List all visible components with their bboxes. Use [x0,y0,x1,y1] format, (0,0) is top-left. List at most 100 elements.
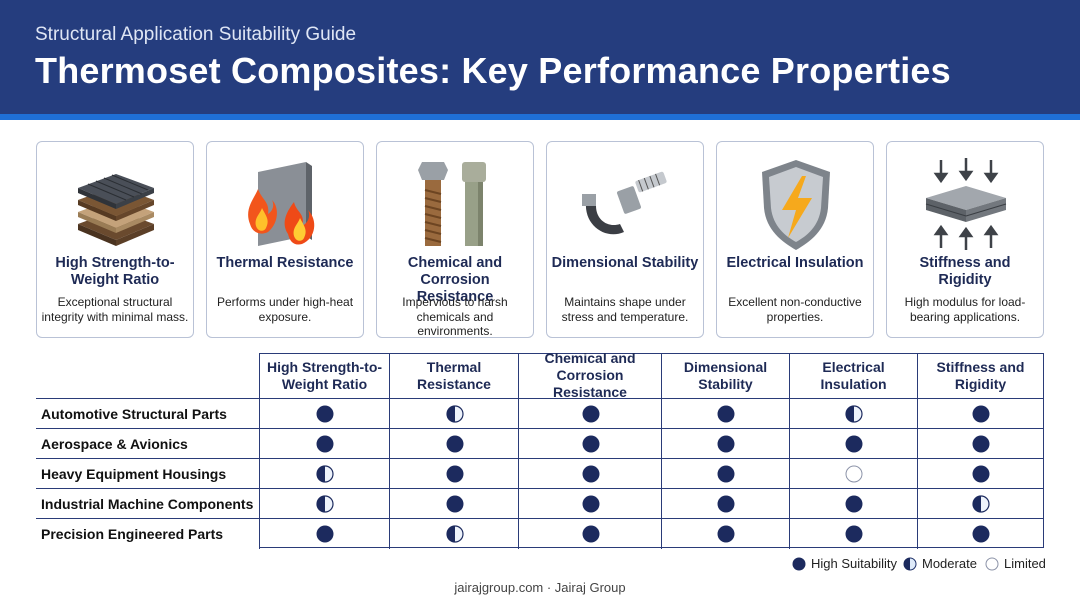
property-card-electrical: Electrical Insulation Excellent non-cond… [716,141,874,338]
suitability-matrix: High Strength-to-Weight Ratio Thermal Re… [36,350,1044,549]
rating-high-icon [582,525,599,543]
rating-high-icon [972,465,990,483]
page-subtitle: Structural Application Suitability Guide [35,24,357,45]
bolts-icon [418,162,486,246]
rating-cell [789,399,917,429]
legend-item-moderate: Moderate [903,556,977,571]
matrix-right-border [1043,353,1044,548]
rating-high-icon [446,465,463,483]
rating-cell [259,489,389,519]
rating-high-icon [717,435,735,453]
rating-moderate-icon [845,405,863,423]
matrix-row: Automotive Structural Parts [36,398,1044,429]
rating-cell [661,429,789,459]
column-header: High Strength-to-Weight Ratio [259,353,389,398]
rating-limited-icon [845,465,863,483]
high-suitability-dot-icon [792,557,806,570]
property-card-stiffness: Stiffness and Rigidity High modulus for … [886,141,1044,338]
rating-high-icon [717,405,735,423]
column-header: Dimensional Stability [661,353,789,398]
rating-cell [661,519,789,549]
rating-cell [789,429,917,459]
rating-high-icon [582,405,599,423]
rating-high-icon [845,525,863,543]
matrix-row: Heavy Equipment Housings [36,458,1044,489]
rating-cell [389,459,518,489]
compressed-plate-icon [925,158,1007,250]
rating-cell [661,459,789,489]
micrometer-icon [582,171,667,235]
property-card-chemical: Chemical and Corrosion Resistance Imperv… [376,141,534,338]
card-title: High Strength-to-Weight Ratio [55,255,175,288]
rating-high-icon [446,435,463,453]
matrix-row: Precision Engineered Parts [36,518,1044,549]
rating-high-icon [972,435,990,453]
rating-cell [518,459,661,489]
rating-high-icon [446,495,463,513]
row-label: Precision Engineered Parts [41,526,224,542]
limited-empty-dot-icon [985,557,999,570]
rating-moderate-icon [316,495,334,513]
rating-cell [789,489,917,519]
rating-cell [259,459,389,489]
rating-high-icon [717,525,735,543]
matrix-row: Industrial Machine Components [36,488,1044,519]
rating-cell [259,519,389,549]
rating-high-icon [845,435,863,453]
header-accent-stripe [0,114,1080,120]
rating-cell [518,399,661,429]
rating-high-icon [316,405,334,423]
footer-credit: jairajgroup.com · Jairaj Group [454,580,626,595]
rating-high-icon [316,525,334,543]
matrix-row: Aerospace & Avionics [36,428,1044,459]
rating-cell [917,459,1043,489]
rating-high-icon [717,465,735,483]
card-description: Maintains shape under stress and tempera… [561,295,689,324]
card-description: Excellent non-conductive properties. [728,295,862,324]
column-header: Chemical and Corrosion Resistance [518,350,661,400]
property-card-thermal: Thermal Resistance Performs under high-h… [206,141,364,338]
card-title: Stiffness and Rigidity [919,255,1011,288]
page-title: Thermoset Composites: Key Performance Pr… [35,50,951,91]
rating-high-icon [582,435,599,453]
property-card-strength: High Strength-to-Weight Ratio Exceptiona… [36,141,194,338]
rating-cell [917,489,1043,519]
row-label: Industrial Machine Components [41,496,254,512]
column-header: Thermal Resistance [389,353,518,398]
rating-cell [518,489,661,519]
rating-cell [259,399,389,429]
rating-moderate-icon [972,495,990,513]
rating-moderate-icon [316,465,334,483]
rating-cell [789,459,917,489]
rating-cell [389,429,518,459]
card-description: High modulus for load-bearing applicatio… [904,295,1026,324]
legend-label: High Suitability [811,556,897,571]
rating-moderate-icon [445,405,464,423]
rating-cell [389,519,518,549]
card-title: Dimensional Stability [551,255,699,271]
column-header: Stiffness and Rigidity [917,353,1043,398]
rating-cell [661,489,789,519]
legend-label: Moderate [922,556,977,571]
rating-moderate-icon [445,525,464,543]
rating-cell [917,429,1043,459]
row-label: Heavy Equipment Housings [41,466,227,482]
legend-item-limited: Limited [985,556,1046,571]
card-title: Electrical Insulation [726,255,864,271]
rating-cell [917,399,1043,429]
legend-label: Limited [1004,556,1046,571]
flame-panel-icon [248,162,315,246]
legend-item-high: High Suitability [792,556,897,571]
matrix-bottom-border [259,547,1044,548]
matrix-top-border [259,353,1044,354]
card-title: Thermal Resistance [216,255,354,271]
rating-high-icon [717,495,735,513]
rating-cell [389,399,518,429]
rating-cell [917,519,1043,549]
property-card-dimensional: Dimensional Stability Maintains shape un… [546,141,704,338]
rating-high-icon [582,495,599,513]
rating-high-icon [582,465,599,483]
rating-cell [259,429,389,459]
rating-high-icon [316,435,334,453]
rating-cell [661,399,789,429]
